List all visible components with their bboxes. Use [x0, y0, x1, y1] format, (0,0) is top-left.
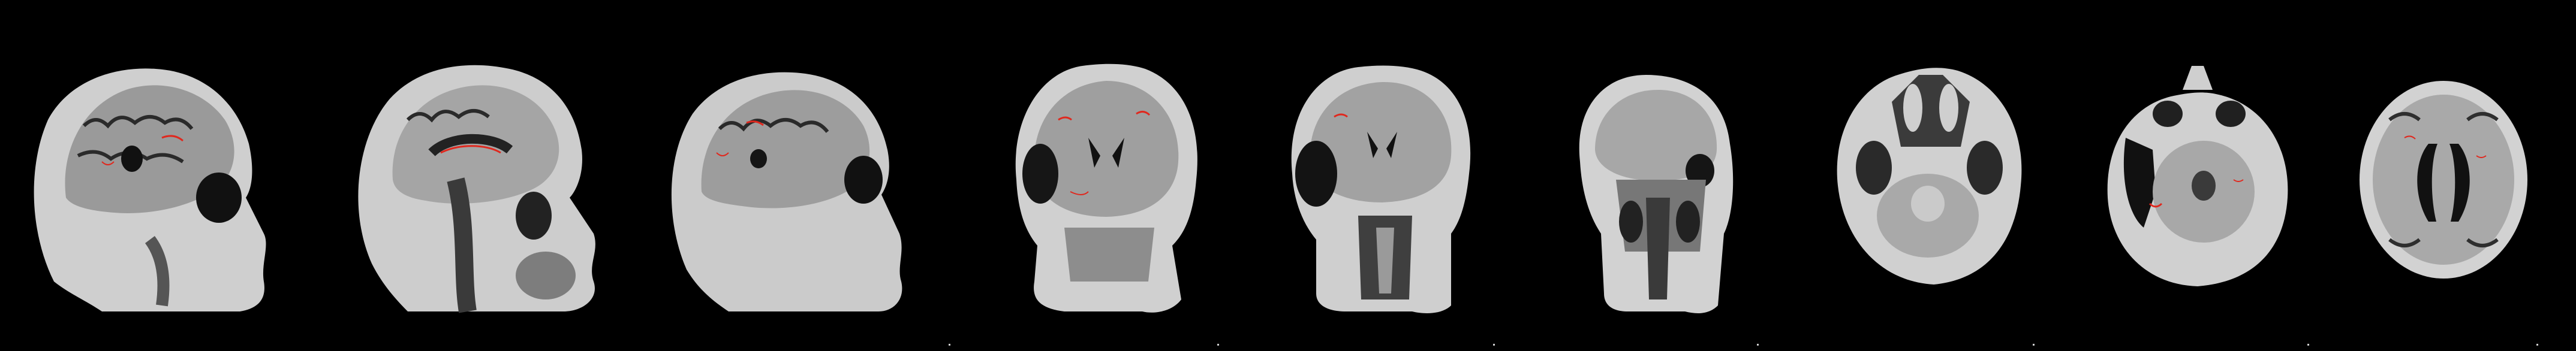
mri-slice-axial-icon	[2107, 66, 2288, 286]
mri-slice-sagittal-icon	[34, 68, 266, 311]
scale-tick	[949, 344, 950, 346]
scale-tick	[2033, 344, 2035, 346]
mri-panel-coronal-3	[1526, 0, 1801, 351]
mri-slice-sagittal-icon	[671, 72, 902, 312]
mri-panel-axial-1	[1802, 0, 2077, 351]
scale-tick	[2536, 344, 2538, 346]
mri-panel-sagittal-3	[651, 0, 926, 351]
mri-slice-coronal-icon	[1015, 63, 1197, 313]
mri-panel-coronal-1	[974, 0, 1250, 351]
mri-slice-coronal-icon	[1579, 75, 1734, 313]
mri-panel-sagittal-1	[12, 0, 287, 351]
scale-tick	[2307, 344, 2309, 346]
scale-tick	[1757, 344, 1759, 346]
mri-slice-axial-icon	[2360, 81, 2527, 279]
mri-slice-coronal-icon	[1291, 65, 1471, 313]
scale-tick	[1217, 344, 1219, 346]
mri-panel-sagittal-2	[336, 0, 611, 351]
mri-panel-axial-2	[2072, 0, 2347, 351]
scale-tick	[1493, 344, 1495, 346]
mri-slice-sagittal-icon	[358, 65, 595, 313]
mri-slice-axial-icon	[1837, 68, 2022, 285]
mri-panel-axial-3	[2342, 0, 2576, 351]
mri-panel-coronal-2	[1250, 0, 1525, 351]
